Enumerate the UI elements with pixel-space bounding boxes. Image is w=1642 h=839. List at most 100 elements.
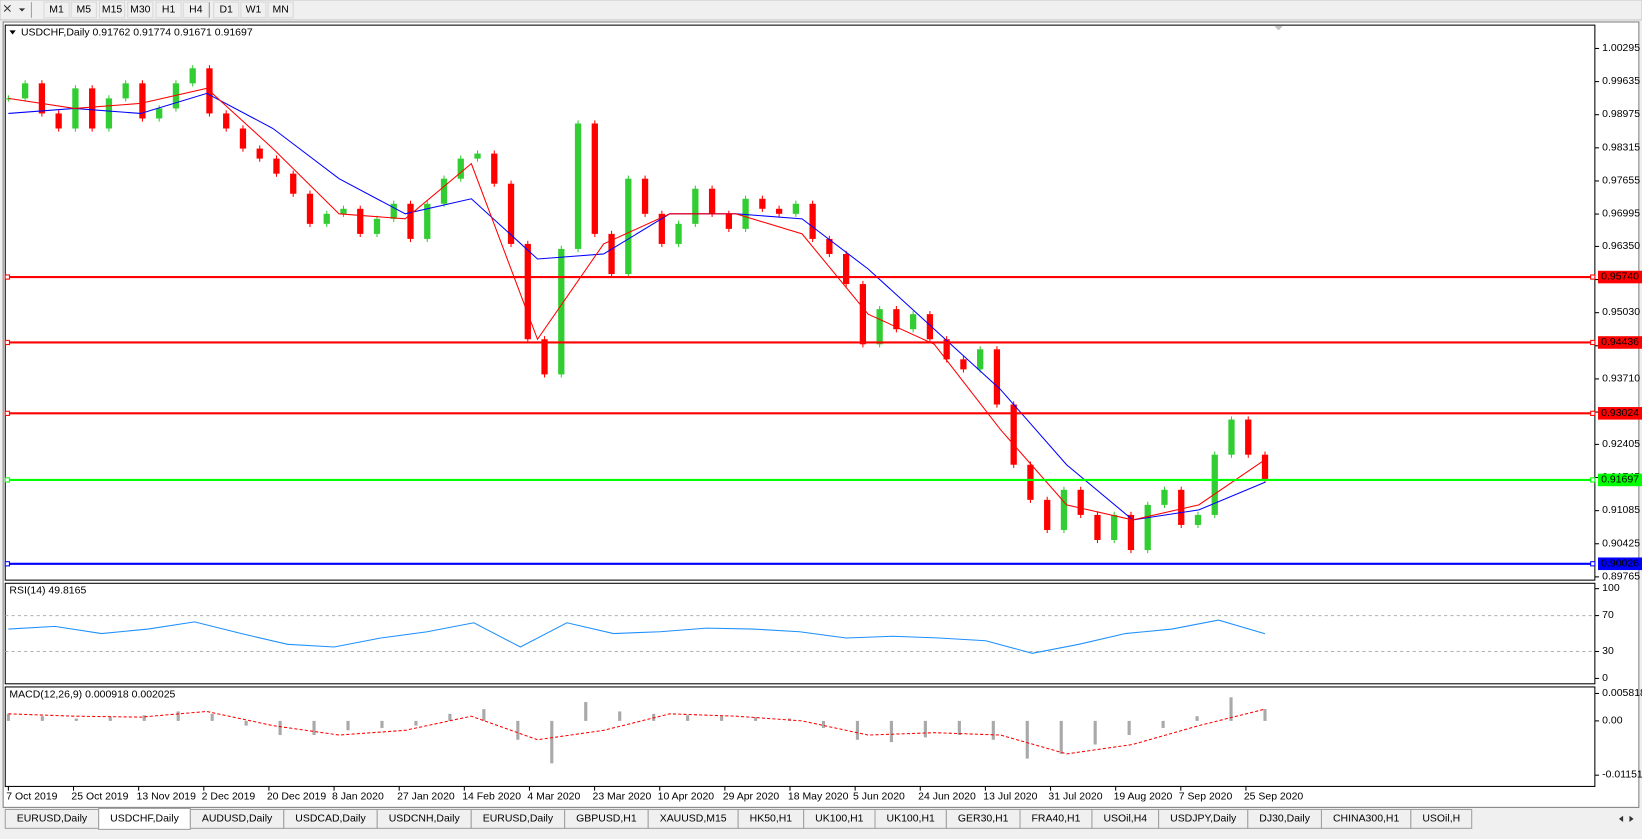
- timeframe-button[interactable]: [98, 1, 126, 19]
- chart-tab-label[interactable]: USDCAD,Daily: [295, 813, 366, 824]
- timeframe-label[interactable]: M1: [49, 4, 64, 15]
- level-handle[interactable]: [4, 339, 10, 346]
- tab-scroll-right[interactable]: [1629, 815, 1634, 823]
- macd-bar: [448, 713, 452, 721]
- level-handle[interactable]: [4, 561, 10, 567]
- macd-bar: [957, 720, 961, 736]
- macd-panel: [4, 686, 1596, 787]
- x-tick-label: 19 Aug 2020: [1114, 791, 1173, 802]
- timeframe-button[interactable]: [127, 1, 154, 19]
- timeframe-button[interactable]: [70, 1, 97, 19]
- chart-tab-label[interactable]: DJ30,Daily: [1259, 813, 1310, 824]
- toolbar-icon[interactable]: [3, 4, 11, 12]
- candle: [658, 213, 665, 244]
- timeframe-button[interactable]: [240, 1, 267, 19]
- timeframe-button[interactable]: [267, 1, 294, 19]
- candle: [407, 203, 414, 239]
- tab-scroll-left[interactable]: [1618, 815, 1624, 823]
- candle: [105, 98, 113, 129]
- chart-tab-label[interactable]: USDCHF,Daily: [110, 813, 179, 824]
- toolbar-dropdown[interactable]: [18, 8, 26, 12]
- macd-bar: [6, 713, 10, 721]
- y-tick-label: 0.91085: [1602, 505, 1640, 516]
- macd-bar: [278, 720, 282, 736]
- macd-bar: [720, 716, 724, 721]
- chart-tab-label[interactable]: HK50,H1: [750, 813, 793, 824]
- candle: [977, 349, 984, 370]
- candle: [1245, 419, 1252, 455]
- level-handle[interactable]: [1590, 410, 1596, 416]
- candle: [357, 208, 364, 234]
- candle: [306, 193, 314, 224]
- timeframe-label[interactable]: H4: [189, 4, 203, 15]
- timeframe-button[interactable]: [182, 1, 209, 19]
- level-handle[interactable]: [1590, 561, 1596, 567]
- chart-tab-label[interactable]: USOil,H: [1422, 813, 1460, 824]
- rsi-value: 49.8165: [48, 585, 86, 596]
- level-price-label: 0.94436: [1601, 337, 1639, 348]
- timeframe-button[interactable]: [43, 1, 70, 19]
- macd-value: 0.000918: [85, 689, 129, 700]
- candle: [507, 183, 515, 244]
- y-tick-label: 70: [1602, 610, 1614, 621]
- macd-bar: [753, 717, 758, 721]
- candle: [256, 148, 263, 159]
- timeframe-label[interactable]: W1: [246, 4, 262, 15]
- level-price-box: [1598, 270, 1642, 284]
- macd-bar: [1161, 720, 1165, 728]
- macd-bar: [821, 720, 826, 728]
- candle: [491, 153, 498, 184]
- y-tick-label: -0.011514: [1602, 770, 1642, 781]
- level-handle[interactable]: [1590, 477, 1596, 483]
- candle: [1027, 464, 1034, 500]
- chart-tab-label[interactable]: EURUSD,Daily: [17, 813, 88, 824]
- candle: [1077, 489, 1084, 515]
- timeframe-label[interactable]: H1: [162, 4, 176, 15]
- candle: [742, 198, 749, 229]
- y-tick-label: 0.96995: [1602, 209, 1640, 220]
- timeframe-button[interactable]: [155, 1, 182, 19]
- candle: [708, 188, 716, 214]
- timeframe-label[interactable]: M30: [130, 4, 151, 15]
- candle: [1094, 514, 1101, 540]
- x-tick-label: 25 Sep 2020: [1244, 791, 1304, 802]
- level-price-label: 0.93024: [1601, 408, 1639, 419]
- timeframe-label[interactable]: M5: [77, 4, 92, 15]
- level-handle[interactable]: [1590, 274, 1596, 280]
- candle: [759, 198, 766, 209]
- chart-tab-label[interactable]: EURUSD,Daily: [483, 813, 554, 824]
- chart-tab[interactable]: [1410, 808, 1473, 829]
- chart-tab-label[interactable]: USDCNH,Daily: [389, 813, 461, 824]
- level-handle[interactable]: [4, 410, 10, 416]
- level-price-box: [1598, 557, 1642, 571]
- timeframe-label[interactable]: MN: [273, 4, 289, 15]
- rsi-line: [8, 619, 1266, 654]
- x-tick-label: 10 Apr 2020: [658, 791, 715, 802]
- chart-tab-label[interactable]: GER30,H1: [958, 813, 1009, 824]
- chart-tab-label[interactable]: USOil,H4: [1103, 813, 1147, 824]
- level-handle[interactable]: [4, 477, 10, 483]
- timeframe-label[interactable]: M15: [102, 4, 123, 15]
- x-tick-label: 27 Jan 2020: [397, 791, 455, 802]
- macd-bar: [346, 720, 350, 731]
- chart-tab-label[interactable]: CHINA300,H1: [1333, 813, 1400, 824]
- candle: [273, 158, 280, 174]
- macd-bar: [142, 715, 146, 721]
- level-handle[interactable]: [1590, 339, 1596, 346]
- timeframe-button[interactable]: [213, 1, 240, 19]
- macd-bar: [244, 720, 248, 726]
- level-handle[interactable]: [4, 274, 10, 280]
- candle: [809, 203, 816, 239]
- timeframe-label[interactable]: D1: [220, 4, 234, 15]
- chart-tab-label[interactable]: USDJPY,Daily: [1170, 813, 1237, 824]
- chart-tab-label[interactable]: UK100,H1: [815, 813, 863, 824]
- macd-bar: [584, 702, 588, 721]
- chart-tab-label[interactable]: FRA40,H1: [1032, 813, 1081, 824]
- chart-tab-label[interactable]: XAUUSD,M15: [660, 813, 727, 824]
- level-price-label: 0.95740: [1601, 272, 1639, 283]
- chart-tab-label[interactable]: AUDUSD,Daily: [202, 813, 273, 824]
- chart-tab-label[interactable]: GBPUSD,H1: [576, 813, 637, 824]
- candle: [1228, 419, 1235, 455]
- chart-tab-label[interactable]: UK100,H1: [887, 813, 935, 824]
